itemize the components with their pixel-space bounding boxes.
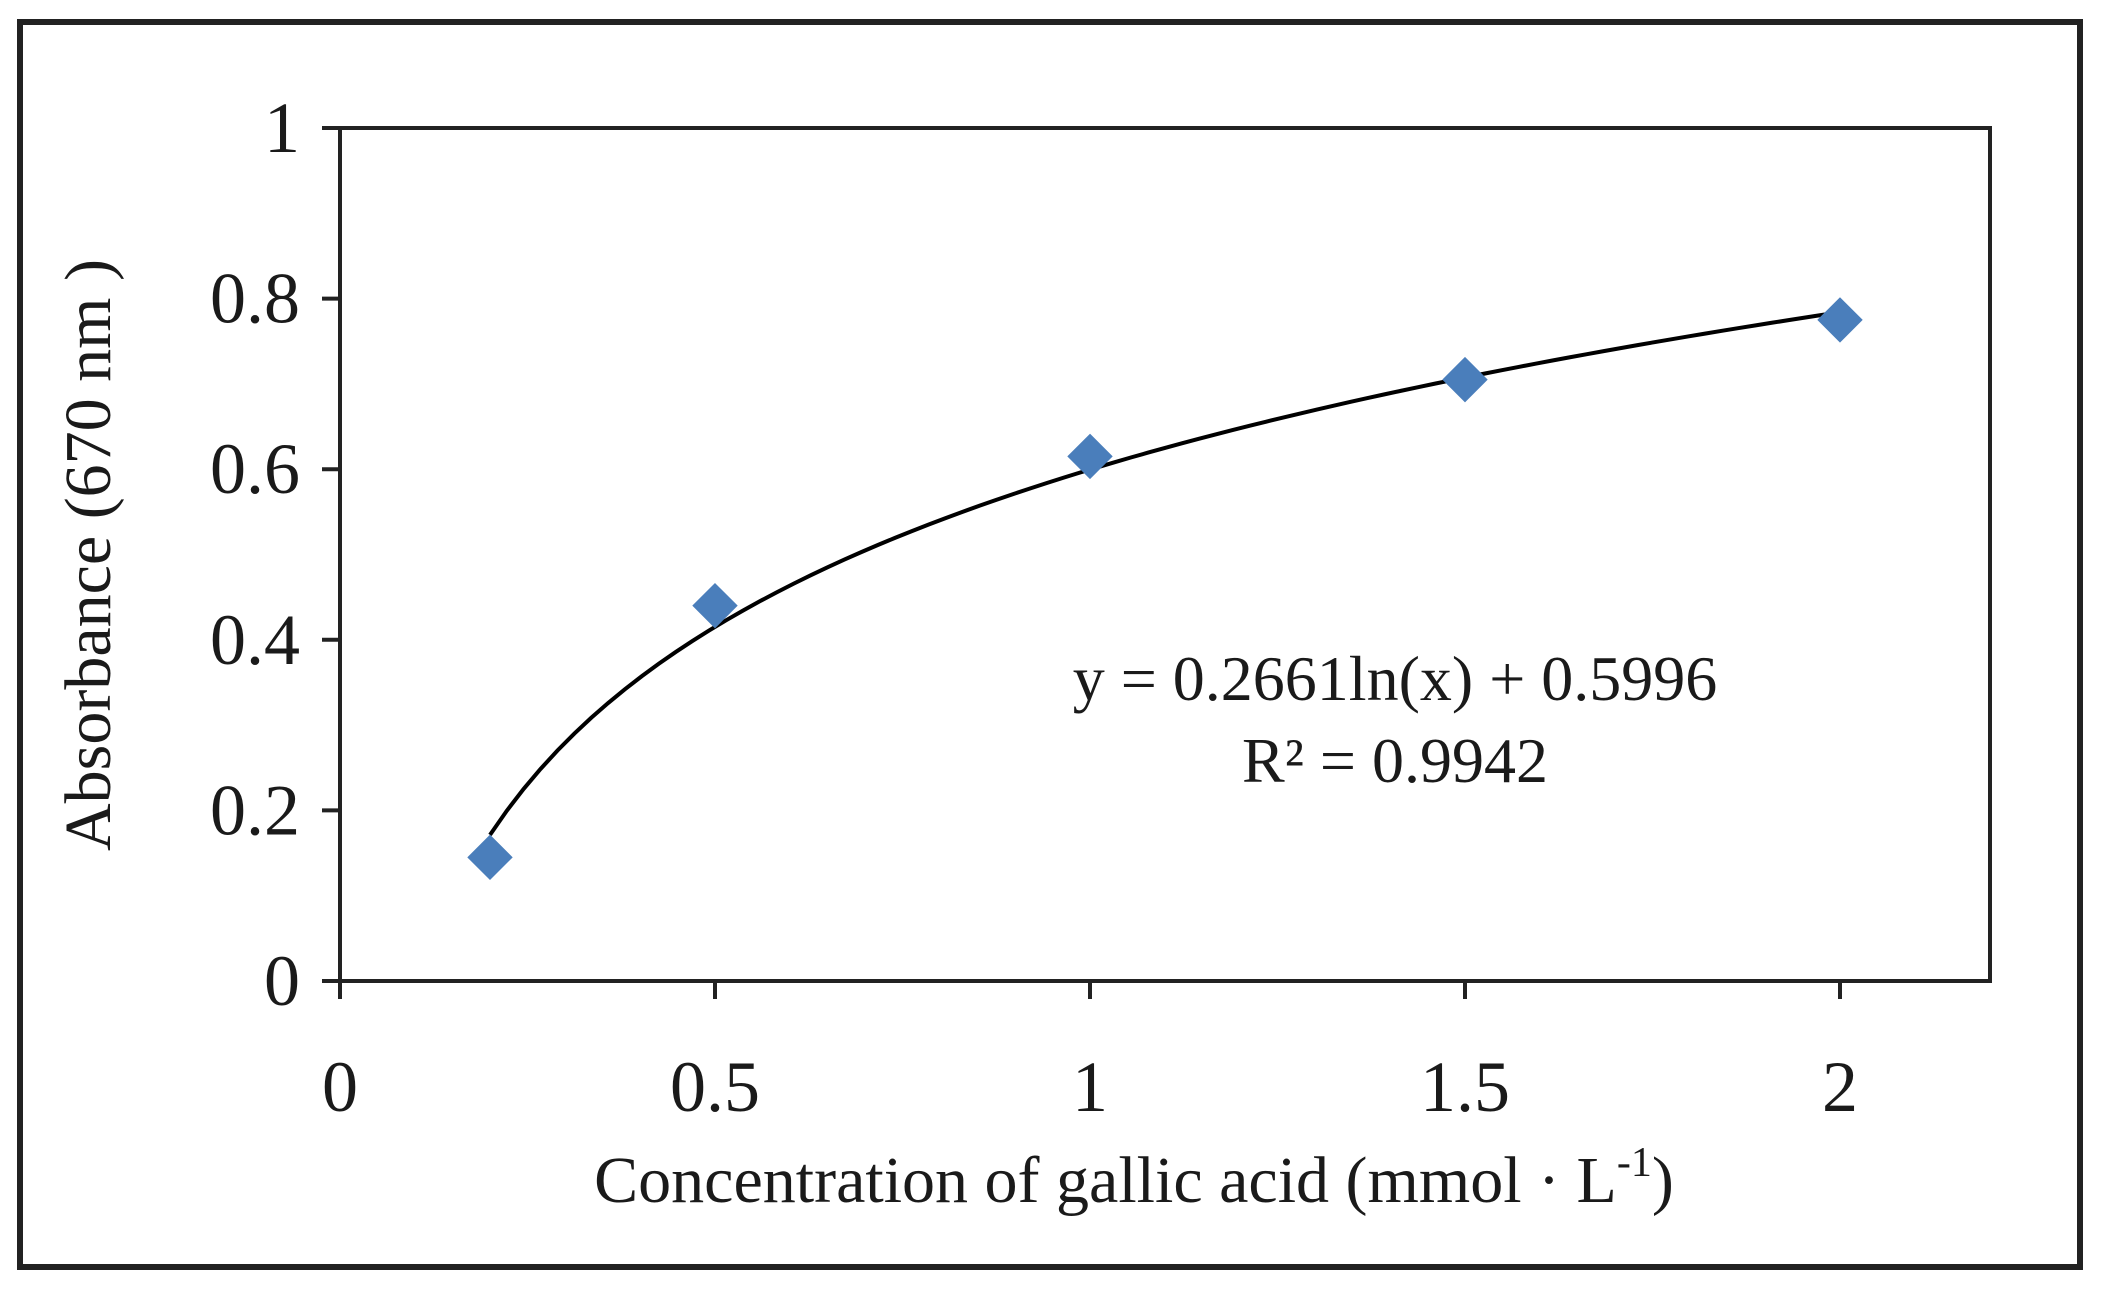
y-tick-label-0: 0 — [264, 941, 300, 1021]
data-point-2 — [1067, 433, 1113, 480]
y-axis-title: Absorbance (670 nm ) — [52, 259, 125, 851]
r-squared-label: R² = 0.9942 — [1242, 725, 1548, 796]
y-tick-label-2: 0.4 — [210, 600, 300, 680]
y-tick-label-1: 0.2 — [210, 770, 300, 850]
data-point-4 — [1817, 297, 1863, 343]
y-tick-label-3: 0.6 — [210, 429, 300, 509]
x-tick-label-4: 2 — [1822, 1047, 1858, 1127]
y-tick-label-5: 1 — [264, 88, 300, 168]
x-axis-title-main: Concentration of gallic acid (mmol · L — [594, 1144, 1617, 1217]
x-tick-label-0: 0 — [322, 1047, 358, 1127]
y-tick-label-4: 0.8 — [210, 259, 300, 339]
x-tick-label-3: 1.5 — [1420, 1047, 1510, 1127]
x-tick-label-1: 0.5 — [670, 1047, 760, 1127]
x-axis-title: Concentration of gallic acid (mmol · L-1… — [594, 1140, 1674, 1217]
axes-group — [322, 126, 1842, 999]
x-axis-title-superscript: -1 — [1617, 1140, 1652, 1186]
x-axis-title-close: ) — [1652, 1144, 1674, 1217]
data-points-group — [467, 297, 1863, 881]
x-tick-label-2: 1 — [1072, 1047, 1108, 1127]
trendline-equation: y = 0.2661ln(x) + 0.5996 — [1073, 643, 1718, 714]
labels-group: 0 0.2 0.4 0.6 0.8 1 0 0.5 1 1.5 2 — [210, 88, 1858, 1127]
data-point-1 — [692, 582, 738, 629]
data-point-3 — [1442, 356, 1488, 403]
data-point-0 — [467, 834, 513, 881]
plot-area — [338, 126, 1992, 983]
